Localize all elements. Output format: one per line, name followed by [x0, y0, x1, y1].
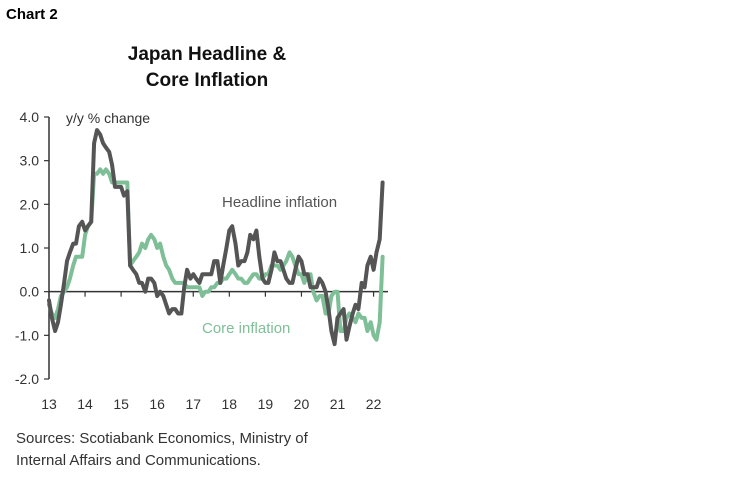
x-tick-label: 16	[149, 396, 165, 412]
y-axis-label: y/y % change	[66, 110, 150, 126]
x-tick-label: 17	[185, 396, 201, 412]
source-line-2: Internal Affairs and Communications.	[16, 452, 261, 469]
y-tick-label: 2.0	[20, 196, 40, 212]
x-tick-label: 18	[222, 396, 238, 412]
y-tick-label: 3.0	[20, 153, 40, 169]
x-tick-label: 19	[258, 396, 274, 412]
chart-title-line-1: Japan Headline &	[127, 44, 287, 65]
x-tick-label: 13	[41, 396, 57, 412]
y-tick-label: 0.0	[20, 284, 40, 300]
chart-series	[47, 128, 385, 347]
y-tick-label: -2.0	[15, 371, 39, 387]
x-tick-label: 14	[77, 396, 93, 412]
core-annotation: Core inflation	[202, 320, 290, 337]
source-note: Sources: Scotiabank Economics, Ministry …	[16, 428, 308, 472]
x-tick-label: 15	[113, 396, 129, 412]
x-tick-label: 20	[294, 396, 310, 412]
headline-inflation-line	[47, 128, 385, 347]
y-tick-label: 1.0	[20, 240, 40, 256]
y-tick-label: -1.0	[15, 327, 39, 343]
x-tick-label: 21	[330, 396, 346, 412]
chart-title: Japan Headline & Core Inflation	[102, 42, 312, 94]
chart-axes: 4.0 3.0 2.0 1.0 0.0 -1.0 -2.013 14 15 16 17 18 19 20 2…	[15, 109, 388, 412]
source-line-1: Sources: Scotiabank Economics, Ministry …	[16, 430, 308, 447]
chart-title-line-2: Core Inflation	[145, 70, 269, 91]
y-tick-label: 4.0	[20, 109, 40, 125]
headline-annotation: Headline inflation	[222, 194, 337, 211]
chart-label: Chart 2	[6, 6, 58, 23]
core-inflation-line	[47, 167, 385, 342]
x-tick-label: 22	[366, 396, 382, 412]
